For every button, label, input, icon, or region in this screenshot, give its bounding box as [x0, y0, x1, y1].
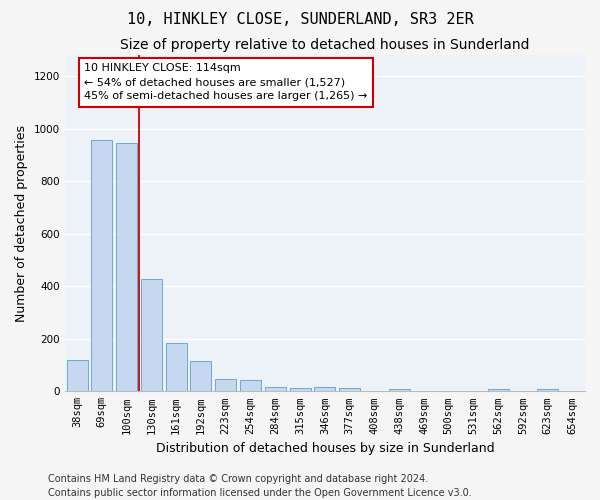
Bar: [488, 389, 509, 392]
X-axis label: Distribution of detached houses by size in Sunderland: Distribution of detached houses by size …: [155, 442, 494, 455]
Bar: [190, 361, 211, 392]
Y-axis label: Number of detached properties: Number of detached properties: [15, 125, 28, 322]
Text: 10 HINKLEY CLOSE: 114sqm
← 54% of detached houses are smaller (1,527)
45% of sem: 10 HINKLEY CLOSE: 114sqm ← 54% of detach…: [85, 64, 368, 102]
Bar: [240, 380, 261, 392]
Bar: [265, 386, 286, 392]
Bar: [314, 388, 335, 392]
Text: 10, HINKLEY CLOSE, SUNDERLAND, SR3 2ER: 10, HINKLEY CLOSE, SUNDERLAND, SR3 2ER: [127, 12, 473, 28]
Bar: [91, 140, 112, 392]
Text: Contains HM Land Registry data © Crown copyright and database right 2024.
Contai: Contains HM Land Registry data © Crown c…: [48, 474, 472, 498]
Bar: [215, 379, 236, 392]
Bar: [339, 388, 360, 392]
Bar: [389, 389, 410, 392]
Title: Size of property relative to detached houses in Sunderland: Size of property relative to detached ho…: [120, 38, 530, 52]
Bar: [290, 388, 311, 392]
Bar: [116, 142, 137, 392]
Bar: [141, 279, 162, 392]
Bar: [166, 343, 187, 392]
Bar: [67, 360, 88, 392]
Bar: [538, 389, 559, 392]
